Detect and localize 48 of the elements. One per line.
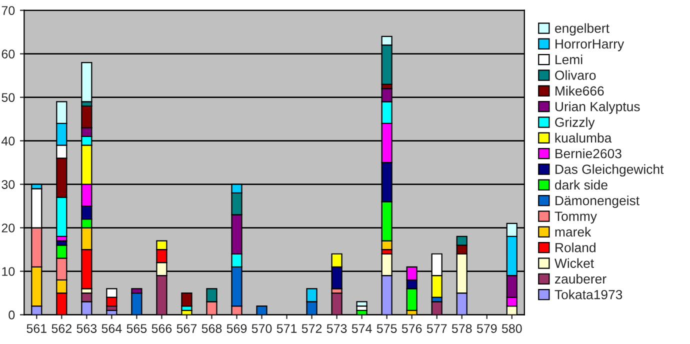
legend-label: marek [555, 226, 592, 237]
x-tick-label: 567 [176, 324, 197, 333]
legend-label: dark side [555, 180, 608, 190]
legend-label: Lemi [556, 54, 582, 64]
x-tick-label: 579 [476, 324, 497, 333]
legend-label: Roland [556, 242, 596, 252]
legend-label: engelbert [555, 23, 610, 36]
x-tick-label: 580 [502, 324, 522, 333]
y-tick-label: 0 [8, 310, 15, 320]
x-tick-label: 578 [452, 324, 472, 333]
legend-label: Wicket [554, 258, 594, 268]
legend-label: HorrorHarry [556, 39, 624, 52]
legend-label: kualumba [555, 132, 612, 143]
y-tick-label: 50 [2, 93, 15, 102]
x-tick-label: 569 [226, 324, 247, 333]
x-tick-label: 576 [402, 324, 422, 333]
x-tick-label: 563 [76, 324, 97, 333]
x-tick-label: 577 [426, 324, 447, 333]
legend-label: Das Gleichgewicht [556, 164, 664, 177]
y-tick-label: 40 [2, 136, 15, 146]
x-tick-label: 564 [102, 324, 122, 333]
y-tick-label: 20 [2, 224, 15, 232]
x-tick-label: 575 [376, 324, 397, 333]
legend-label: Tommy [554, 212, 597, 224]
x-tick-label: 566 [152, 324, 172, 333]
x-tick-label: 561 [26, 324, 46, 333]
legend-label: Tokata1973 [554, 290, 622, 300]
x-tick-label: 562 [52, 324, 72, 333]
y-tick-label: 70 [2, 6, 15, 15]
x-tick-label: 565 [126, 324, 147, 333]
legend-label: Dämonengeist [556, 196, 640, 208]
x-tick-label: 573 [326, 324, 347, 333]
x-tick-label: 572 [302, 324, 322, 333]
bar [181, 292, 192, 307]
legend-label: Urian Kalyptus [555, 102, 640, 114]
y-tick-label: 60 [2, 50, 15, 58]
legend-label: Olivaro [555, 70, 596, 80]
legend-label: Bernie2603 [556, 148, 622, 158]
legend-label: Mike666 [556, 86, 604, 96]
legend-label: Grizzly [555, 117, 595, 130]
x-tick-label: 571 [276, 324, 297, 333]
y-tick-label: 30 [2, 180, 15, 189]
x-tick-label: 570 [252, 324, 272, 333]
x-tick-label: 574 [352, 324, 372, 333]
bar [356, 301, 368, 307]
y-tick-label: 10 [2, 267, 15, 276]
x-tick-label: 568 [202, 324, 222, 333]
legend-label: zauberer [555, 274, 606, 284]
